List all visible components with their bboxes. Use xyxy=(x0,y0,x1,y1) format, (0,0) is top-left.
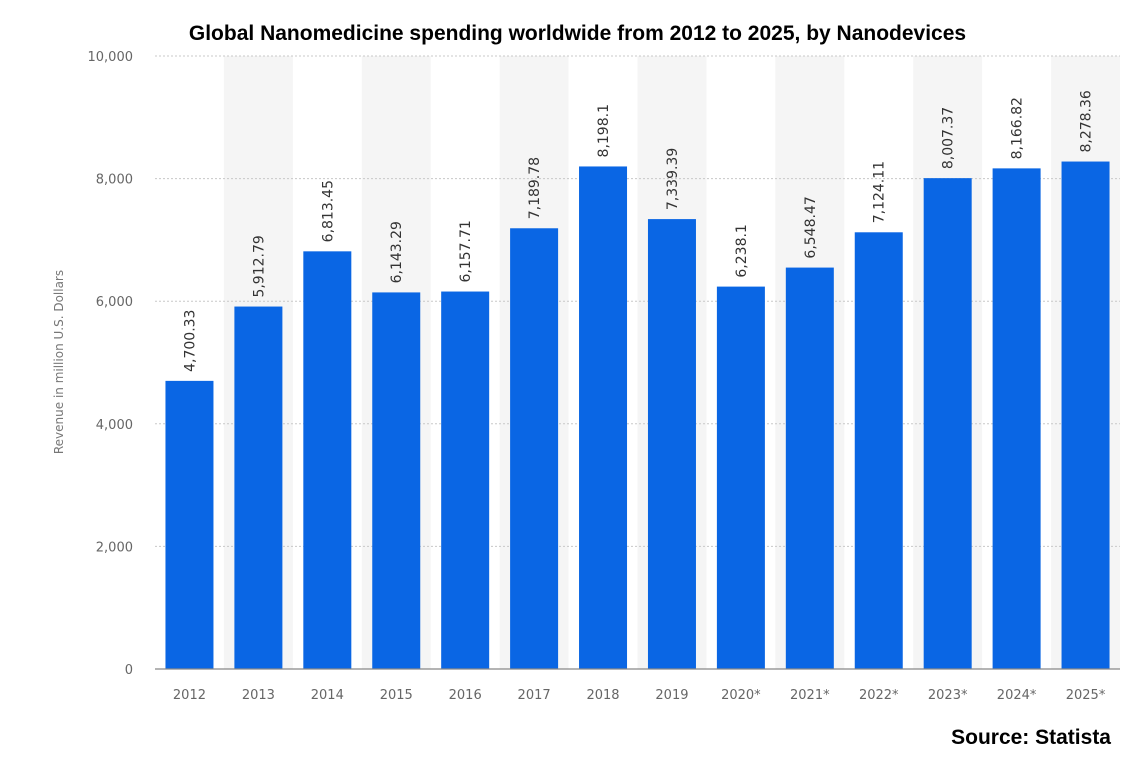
bar xyxy=(234,306,283,669)
bar xyxy=(165,380,214,669)
y-tick-label: 8,000 xyxy=(96,173,133,188)
x-tick-label: 2018 xyxy=(586,688,619,703)
y-tick-label: 0 xyxy=(125,663,133,678)
labels: 0 2,000 4,000 6,000 8,000 10,000 4,700.33 2012 5… xyxy=(88,50,1106,703)
x-tick-label: 2016 xyxy=(449,688,482,703)
bar xyxy=(647,219,696,669)
bar xyxy=(785,267,834,669)
x-tick-label: 2021* xyxy=(790,688,830,703)
bar xyxy=(510,228,559,669)
y-tick-label: 6,000 xyxy=(96,295,133,310)
data-label: 8,007.37 xyxy=(941,107,957,169)
chart-title: Global Nanomedicine spending worldwide f… xyxy=(188,22,967,45)
data-label: 8,278.36 xyxy=(1079,90,1095,152)
x-tick-label: 2025* xyxy=(1066,688,1106,703)
x-tick-label: 2014 xyxy=(311,688,344,703)
x-tick-label: 2022* xyxy=(859,688,899,703)
data-label: 8,198.1 xyxy=(596,104,612,157)
bar xyxy=(372,292,421,669)
bar xyxy=(1061,161,1110,669)
bar xyxy=(579,166,628,669)
bars xyxy=(165,161,1110,669)
x-tick-label: 2017 xyxy=(518,688,551,703)
data-label: 6,813.45 xyxy=(320,180,336,242)
bar xyxy=(303,251,352,669)
bar xyxy=(992,168,1041,669)
bar xyxy=(923,178,972,669)
x-tick-label: 2013 xyxy=(242,688,275,703)
bar xyxy=(716,286,765,669)
data-label: 7,339.39 xyxy=(665,148,681,210)
data-label: 5,912.79 xyxy=(251,235,267,297)
data-label: 6,157.71 xyxy=(458,220,474,282)
data-label: 7,124.11 xyxy=(872,161,888,223)
x-tick-label: 2023* xyxy=(928,688,968,703)
data-label: 6,548.47 xyxy=(803,196,819,258)
x-tick-label: 2024* xyxy=(997,688,1037,703)
x-tick-label: 2020* xyxy=(721,688,761,703)
y-axis-label: Revenue in million U.S. Dollars xyxy=(52,270,66,454)
x-tick-label: 2015 xyxy=(380,688,413,703)
y-tick-label: 2,000 xyxy=(96,540,133,555)
data-label: 6,238.1 xyxy=(734,224,750,277)
bar xyxy=(854,232,903,669)
y-tick-label: 10,000 xyxy=(88,50,134,65)
data-label: 8,166.82 xyxy=(1010,97,1026,159)
data-label: 4,700.33 xyxy=(182,310,198,372)
y-tick-label: 4,000 xyxy=(96,418,133,433)
x-tick-label: 2012 xyxy=(173,688,206,703)
x-tick-label: 2019 xyxy=(655,688,688,703)
data-label: 6,143.29 xyxy=(389,221,405,283)
bar xyxy=(441,291,490,669)
data-label: 7,189.78 xyxy=(527,157,543,219)
source-note: Source: Statista xyxy=(951,726,1111,749)
